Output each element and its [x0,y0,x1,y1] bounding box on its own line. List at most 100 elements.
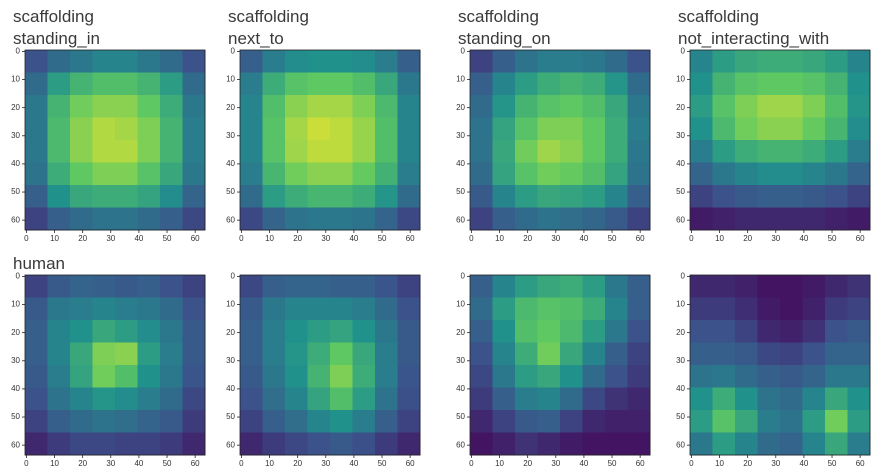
heatmap-cell [375,433,398,456]
heatmap-cell [735,185,758,208]
heatmap-cell [493,410,516,433]
heatmap-cell [138,140,161,163]
x-tick-label: 0 [239,459,244,468]
heatmap-cell [605,95,628,118]
x-tick-label: 30 [551,234,560,243]
heatmap-cell [48,140,71,163]
heatmap-cell [803,95,826,118]
heatmap-cell [735,410,758,433]
heatmap-cell [493,433,516,456]
heatmap-cell [240,275,263,298]
heatmap-cell [803,433,826,456]
heatmap-cell [690,343,713,366]
heatmap-cell [160,298,183,321]
y-tick-label: 60 [11,440,20,449]
heatmap-cell [560,73,583,96]
heatmap-cell [160,275,183,298]
heatmap-cell [263,343,286,366]
y-tick-label: 30 [456,131,465,140]
heatmap-cell [375,73,398,96]
heatmap-cell [263,95,286,118]
heatmap-cell [48,185,71,208]
heatmap-cell [183,388,206,411]
heatmap-cell [93,343,116,366]
heatmap-cell [398,118,421,141]
x-tick-label: 0 [689,234,694,243]
heatmap-cell [825,208,848,231]
heatmap-cell [398,73,421,96]
heatmap-cell [628,343,651,366]
heatmap-cell [183,208,206,231]
heatmap-cell [690,73,713,96]
panel-title: human [13,254,65,273]
heatmap-cell [605,73,628,96]
x-tick-label: 10 [265,234,274,243]
heatmap-cell [583,388,606,411]
heatmap-cell [375,50,398,73]
heatmap-cell [583,365,606,388]
x-tick-label: 30 [106,234,115,243]
heatmap-cell [160,95,183,118]
heatmap-cell [538,433,561,456]
heatmap-cell [398,95,421,118]
heatmap-cell [690,140,713,163]
heatmap-cell [160,410,183,433]
heatmap-cell [538,185,561,208]
heatmap-cell [25,343,48,366]
heatmap-cell [713,275,736,298]
heatmap-cell [70,320,93,343]
heatmap-cell [628,298,651,321]
heatmap-cell [583,118,606,141]
y-tick-label: 20 [456,328,465,337]
heatmap-cell [848,275,871,298]
heatmap-cell [560,320,583,343]
heatmap-cell [825,140,848,163]
heatmap-cell [605,275,628,298]
heatmap-cell [70,365,93,388]
heatmap-cell [285,320,308,343]
heatmap-cell [470,163,493,186]
heatmap-cell [713,73,736,96]
heatmap-cell [183,433,206,456]
heatmap-cell [560,208,583,231]
x-tick-label: 60 [191,234,200,243]
y-tick-label: 0 [461,272,466,281]
heatmap-cell [115,163,138,186]
heatmap-cell [690,275,713,298]
heatmap-cell [308,433,331,456]
x-tick-label: 50 [163,234,172,243]
heatmap-cell [780,388,803,411]
heatmap-cell [758,365,781,388]
heatmap-cell [538,140,561,163]
heatmap-cell [560,95,583,118]
panel-title: scaffolding [458,7,539,26]
heatmap-cell [48,275,71,298]
heatmap-cell [70,163,93,186]
heatmap-cell [690,388,713,411]
heatmap-cell [183,95,206,118]
heatmap-cell [735,433,758,456]
y-tick-label: 30 [11,356,20,365]
heatmap-cell [48,410,71,433]
heatmap-cell [538,208,561,231]
heatmap-cell [353,163,376,186]
y-tick-label: 20 [11,103,20,112]
heatmap-cell [25,118,48,141]
heatmap-cell [375,388,398,411]
x-tick-label: 30 [106,459,115,468]
x-tick-label: 10 [715,459,724,468]
heatmap-cell [93,410,116,433]
heatmap-cell [183,73,206,96]
heatmap-cell [713,208,736,231]
heatmap-cell [758,50,781,73]
heatmap-cell [398,320,421,343]
heatmap-cell [138,298,161,321]
heatmap-cell [848,388,871,411]
heatmap-cell [330,388,353,411]
heatmap-cell [628,388,651,411]
heatmap-cell [780,140,803,163]
x-tick-label: 30 [771,459,780,468]
heatmap-cell [628,410,651,433]
heatmap-cell [25,410,48,433]
heatmap-cell [115,298,138,321]
